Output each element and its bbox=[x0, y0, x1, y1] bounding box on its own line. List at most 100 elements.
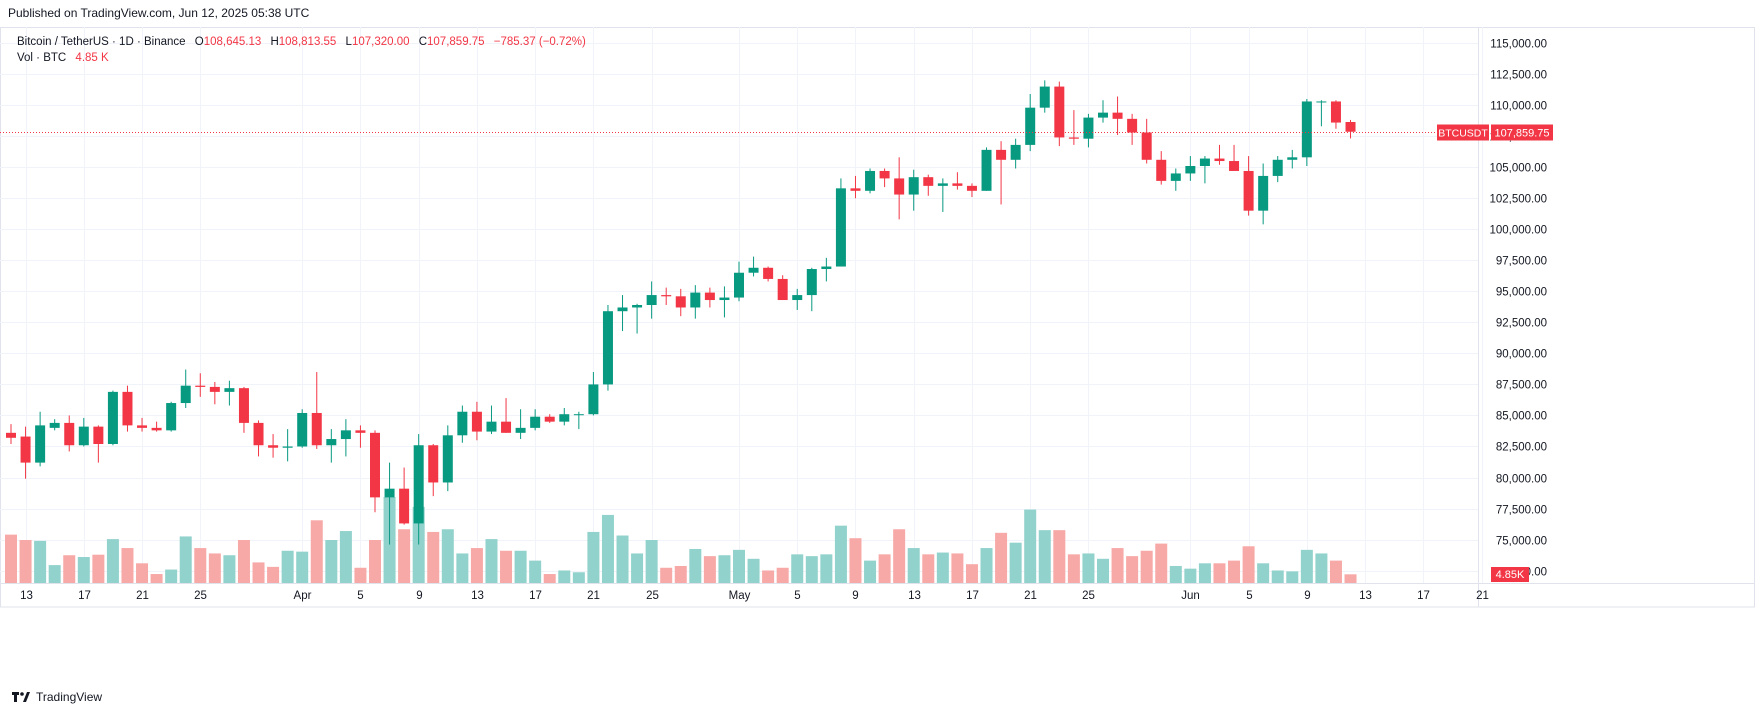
x-tick-label: Apr bbox=[294, 590, 312, 602]
volume-bar bbox=[1184, 568, 1197, 583]
volume-bar bbox=[1271, 570, 1284, 583]
candle-body bbox=[35, 425, 46, 463]
volume-bar bbox=[354, 567, 367, 583]
volume-label: Vol · BTC bbox=[17, 52, 67, 64]
volume-bar bbox=[1228, 560, 1241, 583]
volume-bar bbox=[194, 548, 207, 583]
volume-bar bbox=[645, 540, 658, 583]
volume-bar bbox=[456, 553, 469, 583]
last-volume-tag-bg bbox=[1491, 567, 1529, 582]
candle-body bbox=[268, 445, 279, 448]
tradingview-footer[interactable]: TradingView bbox=[12, 690, 102, 704]
volume-bar bbox=[19, 540, 32, 583]
open-value: 108,645.13 bbox=[203, 36, 262, 48]
low-value: 107,320.00 bbox=[351, 36, 410, 48]
volume-bar bbox=[1242, 546, 1255, 583]
candle-body bbox=[1287, 157, 1298, 160]
x-tick-label: 21 bbox=[136, 590, 149, 602]
last-price-tag-bg bbox=[1491, 124, 1553, 141]
candle-body bbox=[166, 403, 177, 431]
y-tick-label: 80,000.00 bbox=[1496, 474, 1547, 486]
volume-bar bbox=[1344, 574, 1357, 583]
x-tick-label: 17 bbox=[529, 590, 542, 602]
volume-bar bbox=[834, 525, 847, 583]
volume-bar bbox=[864, 560, 877, 583]
x-tick-label: 5 bbox=[1246, 590, 1252, 602]
x-tick-label: 13 bbox=[20, 590, 33, 602]
candle-body bbox=[865, 170, 876, 191]
y-tick-label: 100,000.00 bbox=[1489, 225, 1547, 237]
volume-bar bbox=[237, 540, 250, 583]
volume-bar bbox=[325, 540, 338, 583]
candle-body bbox=[1112, 112, 1123, 119]
candle-body bbox=[209, 386, 220, 392]
candle-body bbox=[49, 422, 60, 428]
volume-bar bbox=[63, 555, 76, 583]
candle-body bbox=[340, 430, 351, 440]
volume-bar bbox=[689, 548, 702, 583]
candle-body bbox=[1243, 170, 1254, 211]
volume-bar bbox=[296, 551, 309, 583]
x-tick-label: 13 bbox=[1359, 590, 1372, 602]
volume-bar bbox=[1329, 560, 1342, 583]
volume-bar bbox=[703, 556, 716, 583]
volume-bar bbox=[936, 552, 949, 583]
chart-border bbox=[0, 27, 1755, 608]
candle-body bbox=[850, 188, 861, 191]
volume-bar bbox=[339, 531, 352, 583]
volume-bar bbox=[1038, 530, 1051, 583]
x-tick-label: 5 bbox=[794, 590, 800, 602]
candle-body bbox=[428, 445, 439, 483]
volume-bar bbox=[1067, 554, 1080, 583]
volume-bar bbox=[718, 555, 731, 583]
volume-bar bbox=[5, 534, 17, 583]
candle-body bbox=[952, 183, 963, 186]
x-tick-label: 17 bbox=[78, 590, 91, 602]
candle-body bbox=[748, 267, 759, 273]
volume-bar bbox=[995, 532, 1008, 583]
candle-body bbox=[151, 427, 162, 431]
symbol-tag: BTCUSDT bbox=[1438, 128, 1488, 140]
volume-value: 4.85 K bbox=[75, 52, 109, 64]
candle-body bbox=[1272, 159, 1283, 176]
x-tick-label: 21 bbox=[1024, 590, 1037, 602]
chart-frame[interactable]: 115,000.00112,500.00110,000.00107,500.00… bbox=[0, 27, 1755, 681]
high-label: H bbox=[270, 36, 279, 48]
volume-bar bbox=[558, 570, 571, 583]
candle-body bbox=[442, 435, 453, 483]
volume-bar bbox=[369, 540, 381, 583]
candle-body bbox=[1316, 101, 1327, 103]
candle-body bbox=[923, 177, 934, 186]
candle-body bbox=[355, 430, 366, 433]
candle-body bbox=[632, 305, 643, 308]
volume-bar bbox=[1111, 548, 1124, 583]
volume-bar bbox=[543, 574, 556, 583]
x-tick-label: 9 bbox=[416, 590, 422, 602]
volume-bar bbox=[121, 548, 134, 583]
candle-body bbox=[224, 388, 235, 392]
candle-body bbox=[966, 185, 977, 191]
candle-body bbox=[734, 272, 744, 298]
candle-body bbox=[107, 391, 118, 444]
candle-body bbox=[195, 385, 206, 387]
candle-body bbox=[1301, 101, 1312, 158]
volume-bar bbox=[1169, 565, 1182, 583]
tradingview-brand: TradingView bbox=[36, 690, 103, 704]
candle-body bbox=[981, 149, 992, 191]
candle-body bbox=[1330, 101, 1341, 123]
candle-body bbox=[20, 436, 31, 463]
x-tick-label: 25 bbox=[194, 590, 207, 602]
candle-body bbox=[1098, 112, 1108, 118]
candle-body bbox=[501, 421, 512, 433]
price-chart[interactable]: 115,000.00112,500.00110,000.00107,500.00… bbox=[0, 27, 1755, 681]
volume-bar bbox=[762, 570, 775, 583]
close-value: 107,859.75 bbox=[427, 36, 485, 48]
last-volume-tag: 4.85K bbox=[1496, 569, 1525, 581]
candle-body bbox=[835, 188, 846, 267]
volume-bar bbox=[1286, 571, 1299, 583]
volume-bar bbox=[208, 553, 221, 583]
candle-body bbox=[1083, 117, 1094, 139]
candle-body bbox=[1199, 158, 1210, 166]
volume-bar bbox=[776, 567, 789, 583]
close-label: C bbox=[418, 36, 428, 48]
